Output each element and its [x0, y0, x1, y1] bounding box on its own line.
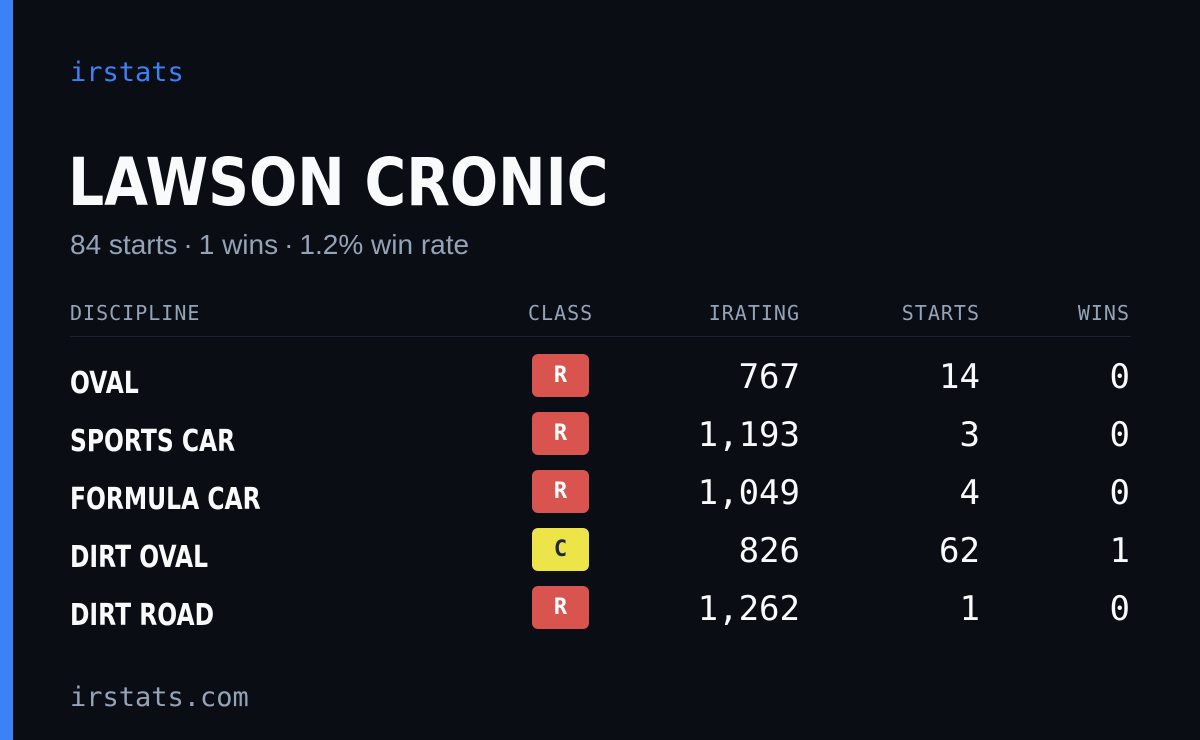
- discipline-label: FORMULA CAR: [70, 482, 261, 517]
- table-row: DIRT OVAL C 826 62 1: [70, 528, 1131, 586]
- summary-starts: 84 starts: [70, 229, 178, 260]
- irating-value: 767: [738, 357, 800, 397]
- starts-value: 62: [939, 531, 980, 571]
- wins-value: 1: [1109, 531, 1130, 571]
- discipline-label: DIRT OVAL: [70, 540, 209, 575]
- brand-logo[interactable]: irstats: [70, 57, 184, 88]
- header-starts: STARTS: [901, 301, 980, 325]
- wins-value: 0: [1109, 415, 1130, 455]
- table-row: SPORTS CAR R 1,193 3 0: [70, 412, 1131, 470]
- discipline-label: SPORTS CAR: [70, 424, 236, 459]
- footer-url[interactable]: irstats.com: [70, 682, 249, 713]
- driver-name: LAWSON CRONIC: [68, 144, 609, 221]
- discipline-label: DIRT ROAD: [70, 598, 215, 633]
- summary-wins: 1 wins: [198, 229, 279, 260]
- class-badge: C: [532, 528, 589, 571]
- header-irating: IRATING: [708, 301, 800, 325]
- class-badge: R: [532, 354, 589, 397]
- header-discipline: DISCIPLINE: [70, 301, 201, 325]
- irating-value: 1,193: [697, 415, 800, 455]
- starts-value: 4: [959, 473, 980, 513]
- summary-separator: ·: [183, 229, 193, 260]
- irating-value: 826: [738, 531, 800, 571]
- header-wins: WINS: [1077, 301, 1130, 325]
- summary-win-rate: 1.2% win rate: [299, 229, 470, 260]
- header-divider: [70, 336, 1131, 337]
- table-row: FORMULA CAR R 1,049 4 0: [70, 470, 1131, 528]
- irating-value: 1,262: [697, 589, 800, 629]
- starts-value: 3: [959, 415, 980, 455]
- class-badge: R: [532, 586, 589, 629]
- summary-separator: ·: [284, 229, 294, 260]
- driver-summary: 84 starts · 1 wins · 1.2% win rate: [70, 228, 469, 262]
- class-badge: R: [532, 470, 589, 513]
- discipline-label: OVAL: [70, 366, 139, 401]
- table-row: OVAL R 767 14 0: [70, 354, 1131, 412]
- wins-value: 0: [1109, 357, 1130, 397]
- class-badge: R: [532, 412, 589, 455]
- irating-value: 1,049: [697, 473, 800, 513]
- wins-value: 0: [1109, 473, 1130, 513]
- starts-value: 14: [939, 357, 980, 397]
- header-class: CLASS: [528, 301, 594, 325]
- wins-value: 0: [1109, 589, 1130, 629]
- table-row: DIRT ROAD R 1,262 1 0: [70, 586, 1131, 644]
- accent-bar: [0, 0, 13, 740]
- starts-value: 1: [959, 589, 980, 629]
